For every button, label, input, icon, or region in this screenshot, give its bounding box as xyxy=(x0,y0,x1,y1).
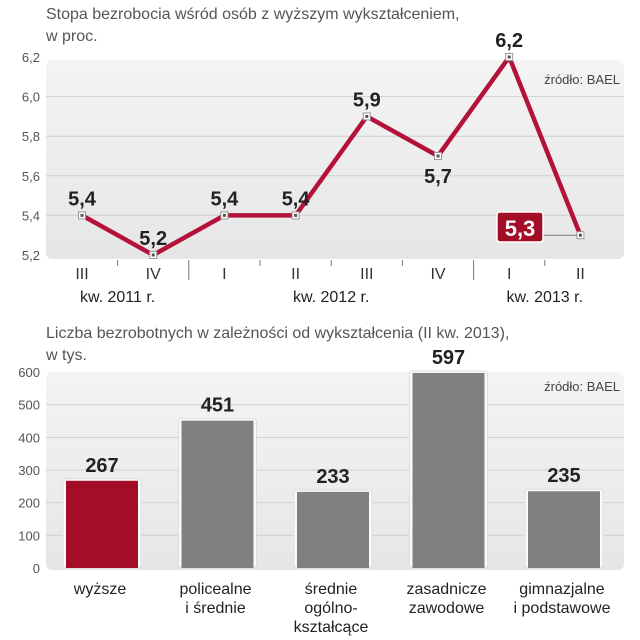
y-tick-label: 100 xyxy=(18,528,40,543)
data-point-center xyxy=(80,213,84,217)
category-label: i podstawowe xyxy=(514,600,611,617)
x-tick-label: I xyxy=(507,266,511,283)
category-label: zawodowe xyxy=(409,600,485,617)
category-label: policealne xyxy=(179,581,251,598)
x-tick-label: III xyxy=(75,266,88,283)
data-point-center xyxy=(436,154,440,158)
category-label: ogólno- xyxy=(304,600,357,617)
x-tick-label: IV xyxy=(430,266,445,283)
y-tick-label: 5,6 xyxy=(22,169,40,184)
x-tick-label: II xyxy=(291,266,300,283)
x-tick-label: IV xyxy=(146,266,161,283)
line-chart-title: Stopa bezrobocia wśród osób z wyższym wy… xyxy=(46,6,460,23)
category-label: wyższe xyxy=(73,581,127,598)
bar xyxy=(297,491,369,568)
data-point-center xyxy=(578,233,582,237)
group-label: kw. 2011 r. xyxy=(80,289,155,306)
bar-chart-title: Liczba bezrobotnych w zależności od wyks… xyxy=(46,325,509,342)
y-tick-label: 5,4 xyxy=(22,208,40,223)
data-point-center xyxy=(294,213,298,217)
y-tick-label: 500 xyxy=(18,398,40,413)
y-tick-label: 0 xyxy=(33,561,40,576)
bar-source-note: źródło: BAEL xyxy=(544,379,620,394)
bar-value-label: 451 xyxy=(201,395,234,417)
data-point-center xyxy=(222,213,226,217)
highlight-value-box xyxy=(496,211,544,243)
value-label: 5,7 xyxy=(424,166,452,188)
bar-chart-subtitle: w tys. xyxy=(45,347,87,364)
bar-value-label: 235 xyxy=(547,465,580,487)
data-point-center xyxy=(151,253,155,257)
y-tick-label: 200 xyxy=(18,496,40,511)
value-label: 5,4 xyxy=(210,188,239,210)
x-tick-label: III xyxy=(360,266,373,283)
group-label: kw. 2013 r. xyxy=(507,289,584,306)
group-label: kw. 2012 r. xyxy=(293,289,370,306)
y-tick-label: 300 xyxy=(18,463,40,478)
category-label: i średnie xyxy=(185,600,246,617)
category-label: zasadnicze xyxy=(406,581,486,598)
series-line xyxy=(80,52,583,258)
bar-value-label: 597 xyxy=(432,347,465,369)
y-tick-label: 5,2 xyxy=(22,248,40,263)
value-label: 5,2 xyxy=(139,228,167,250)
x-tick-label: I xyxy=(222,266,226,283)
data-point-center xyxy=(507,55,511,59)
highlight-value-label: 5,3 xyxy=(505,216,536,241)
bar xyxy=(412,372,485,568)
value-label: 5,9 xyxy=(353,89,381,111)
value-label: 5,4 xyxy=(282,188,311,210)
category-label: gimnazjalne xyxy=(519,581,604,598)
bar-value-label: 267 xyxy=(85,455,118,477)
value-label: 6,2 xyxy=(495,30,523,52)
y-tick-label: 5,8 xyxy=(22,129,40,144)
bar xyxy=(181,420,254,568)
bar-value-label: 233 xyxy=(316,466,349,488)
x-tick-label: II xyxy=(576,266,585,283)
category-label: kształcące xyxy=(294,619,369,636)
y-tick-label: 400 xyxy=(18,430,40,445)
line-chart-subtitle: w proc. xyxy=(45,28,98,45)
data-point-center xyxy=(365,114,369,118)
y-tick-label: 600 xyxy=(18,365,40,380)
bar xyxy=(528,491,600,568)
y-tick-label: 6,0 xyxy=(22,90,40,105)
line-source-note: źródło: BAEL xyxy=(544,72,620,87)
value-label: 5,4 xyxy=(68,188,97,210)
bar xyxy=(66,480,138,568)
y-tick-label: 6,2 xyxy=(22,50,40,65)
category-label: średnie xyxy=(305,581,358,598)
